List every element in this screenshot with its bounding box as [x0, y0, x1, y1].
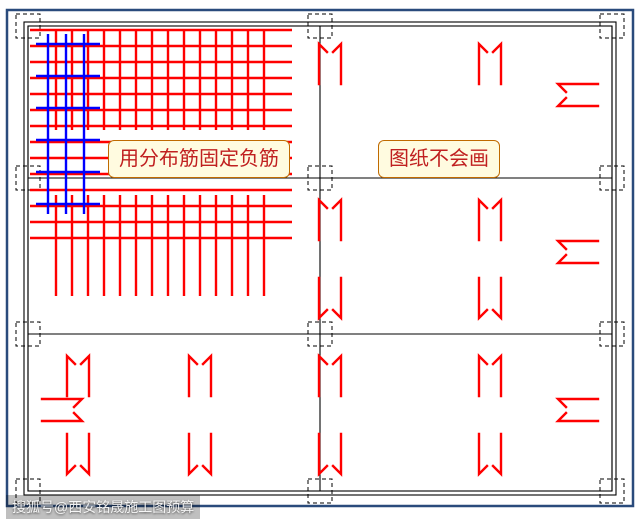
callout-drawing: 图纸不会画: [378, 140, 500, 178]
callout-distribution: 用分布筋固定负筋: [108, 140, 290, 178]
callout-label: 图纸不会画: [389, 148, 489, 170]
watermark: 搜狐号@西安铭晟施工图预算: [6, 495, 200, 519]
callout-label: 用分布筋固定负筋: [119, 148, 279, 170]
rebar-diagram-svg: [0, 0, 640, 523]
